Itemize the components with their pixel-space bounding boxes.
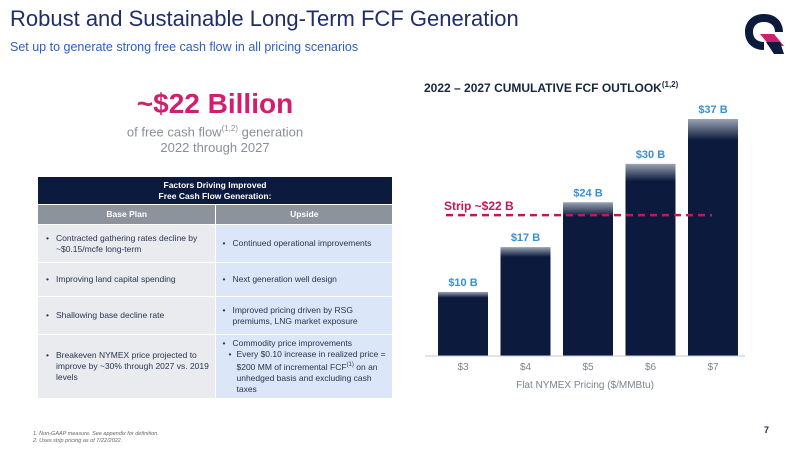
chart-title-footnote-ref: (1,2) [661, 80, 679, 89]
base-plan-cell: • Contracted gathering rates decline by ~… [36, 224, 217, 263]
base-plan-cell: • Improving land capital spending [36, 262, 217, 297]
base-plan-text: Shallowing base decline rate [56, 310, 165, 320]
base-plan-text: Breakeven NYMEX price projected to impro… [56, 350, 209, 382]
strip-reference-label: Strip ~$22 B [444, 199, 514, 213]
factors-table: Factors Driving Improved Free Cash Flow … [36, 176, 393, 399]
sub-bullet-text: Every $0.10 increase in realized price =… [236, 349, 386, 372]
caption-footnote-ref: (1,2) [221, 124, 239, 133]
bar-data-label: $10 B [448, 277, 477, 289]
table-row: • Breakeven NYMEX price projected to impr… [36, 334, 393, 399]
caption-years: 2022 through 2027 [160, 140, 270, 156]
upside-text: Commodity price improvements [232, 338, 352, 349]
x-tick-label: $3 [457, 362, 469, 373]
page-subtitle: Set up to generate strong free cash flow… [10, 40, 359, 54]
bar-data-label: $17 B [511, 232, 540, 244]
base-plan-cell: • Shallowing base decline rate [36, 296, 217, 335]
factors-table-title: Factors Driving Improved Free Cash Flow … [37, 176, 393, 205]
footnote-1: 1. Non-GAAP measure. See appendix for de… [33, 431, 159, 437]
sub-bullet-text-end: on an unhedged basis and excluding cash … [236, 361, 378, 394]
page-number: 7 [764, 425, 770, 435]
fcf-total-caption: of free cash flow(1,2) generation 2022 t… [40, 121, 390, 156]
factors-table-title-line2: Free Cash Flow Generation: [158, 190, 272, 201]
x-tick-label: $6 [645, 362, 657, 373]
x-tick-label: $7 [707, 362, 719, 373]
table-row: • Contracted gathering rates decline by ~… [36, 224, 393, 263]
upside-cell: • Next generation well design [215, 262, 393, 297]
footnote-2: 2. Uses strip pricing as of 7/22/2022. [33, 438, 123, 444]
fcf-total-value: ~$22 Billion [136, 88, 294, 119]
upside-cell: • Improved pricing driven by RSG premiums… [215, 296, 393, 335]
company-logo-icon [745, 14, 784, 54]
table-row: • Shallowing base decline rate • Improved … [36, 296, 393, 335]
upside-text: Continued operational improvements [232, 238, 372, 248]
upside-sub-bullet: Every $0.10 increase in realized price =… [236, 349, 386, 395]
page-title: Robust and Sustainable Long-Term FCF Gen… [10, 6, 519, 31]
x-tick-label: $5 [582, 362, 594, 373]
upside-cell: • Commodity price improvements • Every $0.… [215, 334, 393, 399]
chart-title-text: 2022 – 2027 CUMULATIVE FCF OUTLOOK [424, 81, 662, 95]
footnotes: 1. Non-GAAP measure. See appendix for de… [33, 431, 159, 445]
caption-text-end: generation [238, 124, 304, 140]
x-axis-label: Flat NYMEX Pricing ($/MMBtu) [516, 380, 654, 391]
caption-text: of free cash flow [126, 124, 222, 140]
base-plan-cell: • Breakeven NYMEX price projected to impr… [36, 334, 217, 399]
upside-text: Next generation well design [232, 274, 337, 284]
base-plan-text: Contracted gathering rates decline by ~$… [56, 232, 198, 254]
upside-cell: • Continued operational improvements [215, 224, 393, 263]
bar-data-label: $37 B [698, 104, 727, 116]
bar-$7 [688, 119, 738, 356]
bar-$4 [500, 247, 551, 356]
table-row: • Improving land capital spending • Next g… [36, 262, 393, 297]
x-tick-label: $4 [520, 362, 532, 373]
sub-bullet-footnote-ref: (1) [346, 362, 354, 369]
bar-$6 [625, 163, 676, 356]
chart-title: 2022 – 2027 CUMULATIVE FCF OUTLOOK(1,2) [424, 80, 678, 95]
upside-text: Improved pricing driven by RSG premiums,… [232, 304, 358, 326]
column-header-base-plan: Base Plan [36, 204, 217, 225]
factors-table-title-line1: Factors Driving Improved [163, 179, 267, 190]
base-plan-text: Improving land capital spending [56, 274, 176, 284]
bar-$3 [438, 291, 488, 356]
bar-data-label: $30 B [636, 149, 665, 161]
bar-$5 [563, 202, 613, 356]
bar-data-label: $24 B [573, 187, 602, 199]
column-header-upside: Upside [215, 204, 393, 225]
